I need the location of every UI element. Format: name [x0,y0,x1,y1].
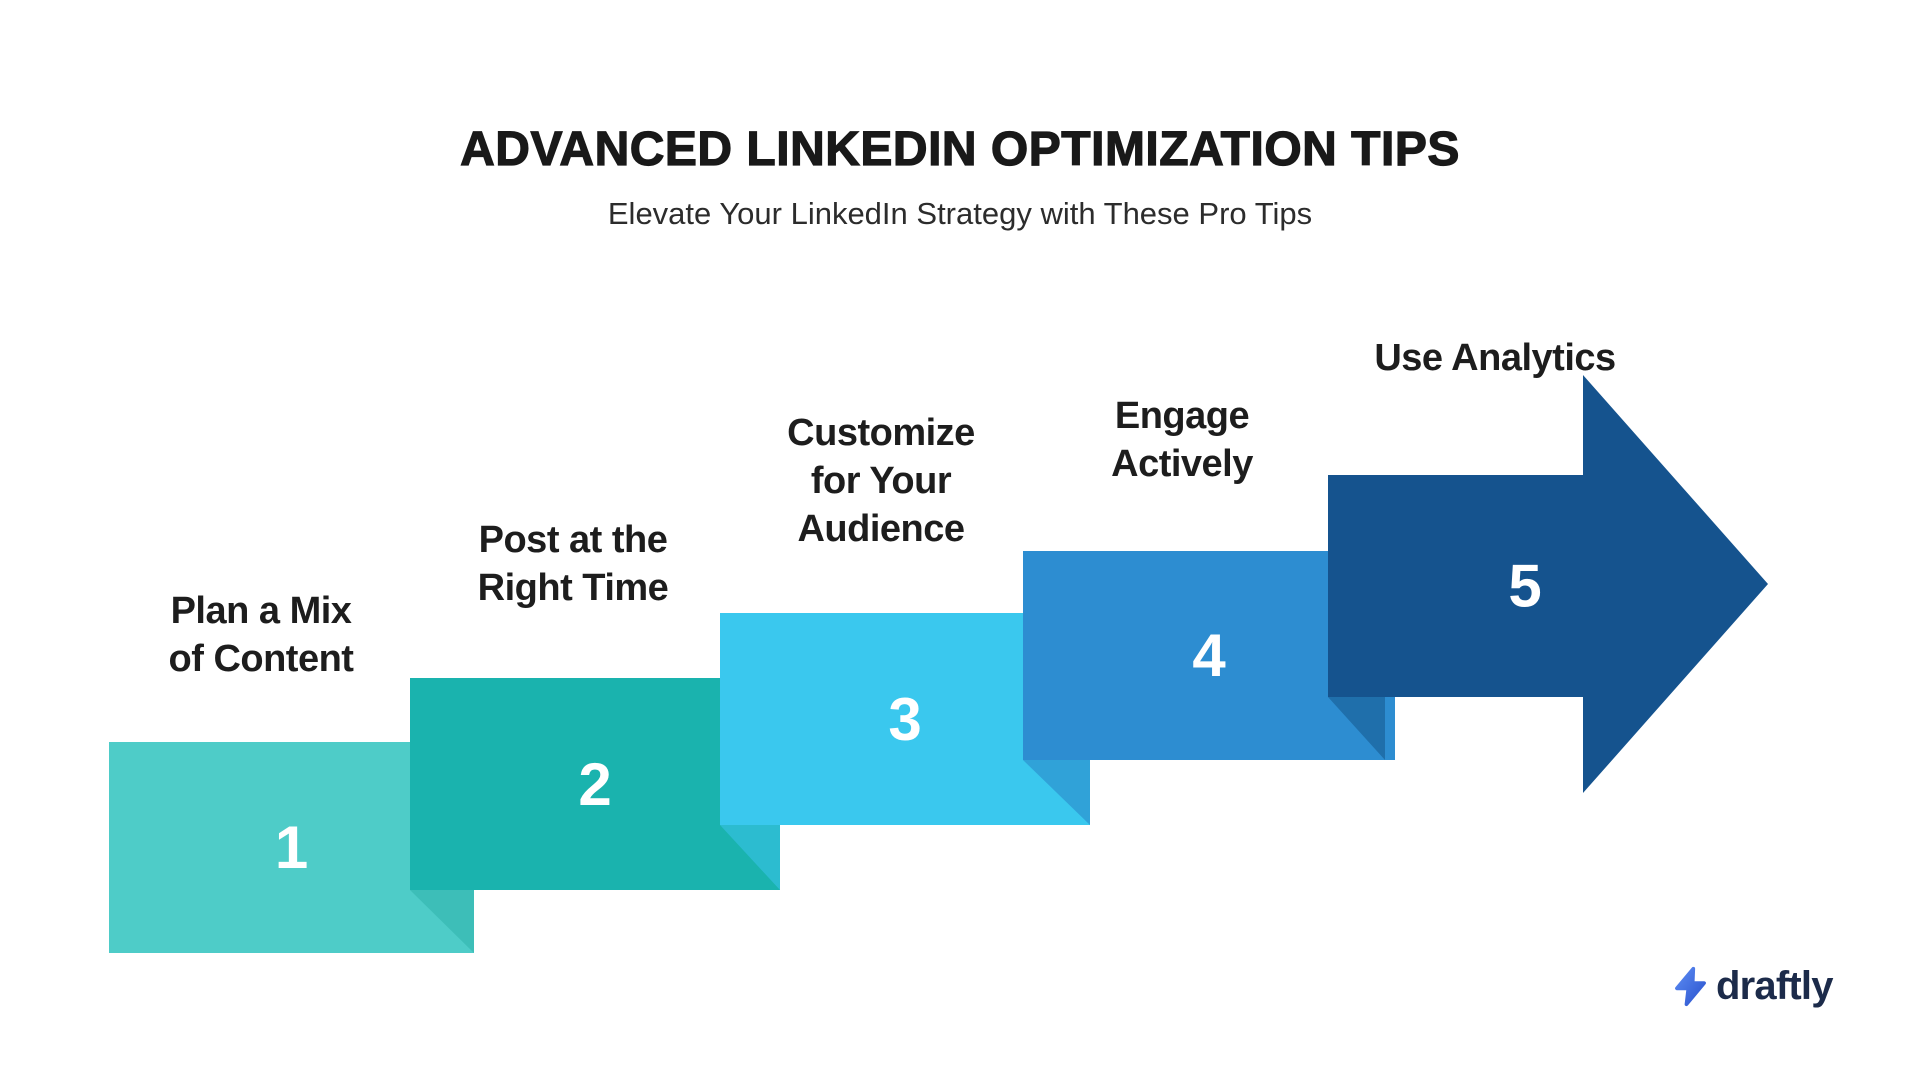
lightning-bolt-icon [1675,966,1706,1007]
step-label-2: Post at the Right Time [477,519,669,609]
step-number-5: 5 [1508,552,1542,620]
brand-name: draftly [1716,964,1833,1008]
step-number-4: 4 [1192,622,1226,689]
draftly-logo: draftly [1672,964,1833,1009]
step-label-4: Engage Actively [1111,395,1253,485]
step-number-1: 1 [274,814,309,881]
step-label-3: Customize for Your Audience [787,412,975,550]
step-number-2: 2 [578,750,612,818]
step-label-5: Use Analytics [1374,337,1616,379]
page-subtitle: Elevate Your LinkedIn Strategy with Thes… [607,196,1313,231]
step-label-1: Plan a Mix of Content [168,590,354,680]
step-block-2: 2 [410,678,780,890]
page-title: ADVANCED LINKEDIN OPTIMIZATION TIPS [460,122,1460,176]
step-number-3: 3 [888,685,922,753]
